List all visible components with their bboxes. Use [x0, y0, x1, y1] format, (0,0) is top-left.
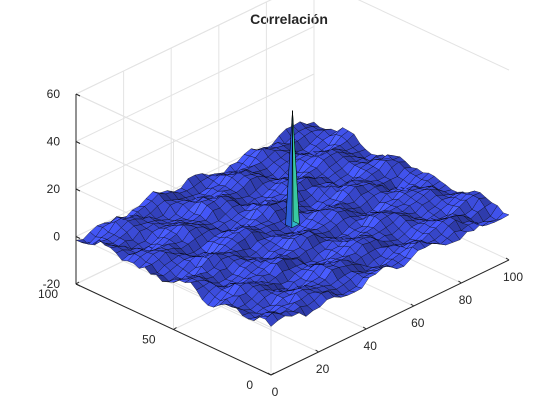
- x-tick-mark: [505, 257, 510, 261]
- x-tick-mark: [458, 280, 462, 284]
- x-tick-label: 100: [503, 270, 523, 284]
- z-tick-label: -20: [43, 277, 61, 291]
- z-grid-line: [75, 26, 315, 142]
- y-tick-mark: [270, 372, 275, 376]
- z-tick-label: 40: [47, 135, 61, 149]
- z-tick-label: 0: [53, 230, 60, 244]
- peak-face: [292, 110, 300, 225]
- x-tick-mark: [315, 349, 319, 353]
- peak-face: [285, 110, 293, 229]
- x-axis-line: [270, 259, 510, 376]
- x-tick-label: 20: [316, 362, 330, 376]
- z-tick-mark: [75, 188, 81, 192]
- z-tick-label: 60: [47, 87, 61, 101]
- correlation-peak: [285, 110, 300, 229]
- y-tick-label: 0: [246, 378, 253, 392]
- surface-patch: [495, 212, 510, 221]
- z-tick-label: 20: [47, 182, 61, 196]
- x-tick-mark: [267, 372, 272, 376]
- z-tick-mark: [75, 141, 81, 144]
- y-tick-label: 100: [38, 287, 58, 301]
- x-tick-mark: [362, 326, 367, 330]
- y-tick-label: 50: [142, 333, 156, 347]
- x-tick-mark: [410, 303, 415, 307]
- z-tick-mark: [75, 93, 81, 97]
- y-tick-mark: [173, 327, 177, 330]
- z-grid-line: [75, 0, 272, 95]
- x-tick-label: 80: [459, 293, 473, 307]
- surface-mesh: [75, 121, 510, 327]
- y-tick-mark: [75, 281, 80, 285]
- x-tick-label: 60: [411, 316, 425, 330]
- z-grid-line: [75, 73, 315, 190]
- z-tick-mark: [75, 283, 81, 287]
- x-tick-label: 40: [364, 339, 378, 353]
- x-tick-label: 0: [272, 385, 279, 399]
- z-tick-mark: [75, 236, 81, 239]
- chart-title: Correlación: [250, 11, 328, 27]
- axes-box-edge: [357, 0, 510, 71]
